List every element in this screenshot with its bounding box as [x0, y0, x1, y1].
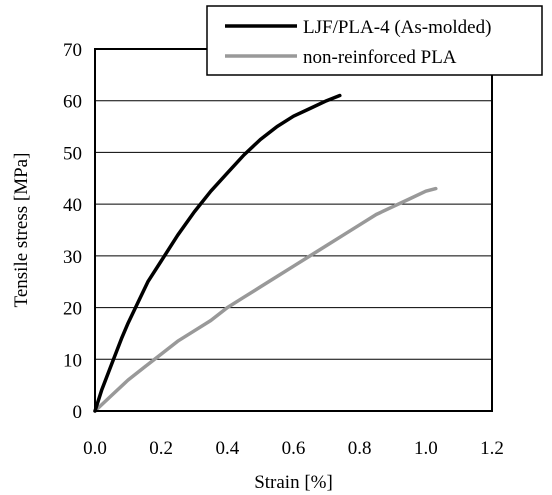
- legend: LJF/PLA-4 (As-molded) non-reinforced PLA: [206, 5, 543, 76]
- x-tick-label-1.0: 1.0: [414, 438, 438, 459]
- series-line-non-reinforced-pla: [93, 186, 438, 413]
- y-tick-label-10: 10: [63, 350, 82, 371]
- y-tick-label-20: 20: [63, 299, 82, 320]
- legend-box: [206, 5, 543, 76]
- x-axis-label: Strain [%]: [254, 472, 333, 493]
- y-tick-label-50: 50: [63, 143, 82, 164]
- y-tick-label-60: 60: [63, 92, 82, 113]
- series-layer: [93, 93, 438, 413]
- y-axis-label: Tensile stress [MPa]: [11, 153, 32, 308]
- x-tick-label-0.4: 0.4: [215, 438, 239, 459]
- grid: [95, 100, 492, 360]
- x-tick-label-1.2: 1.2: [480, 438, 504, 459]
- legend-entry-ljf-pla-4: LJF/PLA-4 (As-molded): [303, 17, 491, 38]
- plot-frame: [94, 48, 493, 412]
- legend-entry-non-reinforced-pla: non-reinforced PLA: [303, 47, 457, 68]
- series-line-ljf-pla-4: [93, 93, 342, 413]
- x-tick-label-0.2: 0.2: [149, 438, 173, 459]
- y-tick-label-40: 40: [63, 195, 82, 216]
- y-tick-label-0: 0: [73, 402, 83, 423]
- x-tick-label-0.0: 0.0: [83, 438, 107, 459]
- y-tick-label-70: 70: [63, 40, 82, 61]
- x-tick-label-0.8: 0.8: [348, 438, 372, 459]
- y-tick-label-30: 30: [63, 247, 82, 268]
- x-tick-label-0.6: 0.6: [282, 438, 306, 459]
- x-axis-ticks: 0.0 0.2 0.4 0.6 0.8 1.0 1.2: [83, 438, 504, 459]
- y-axis-ticks: 0 10 20 30 40 50 60 70: [63, 40, 82, 423]
